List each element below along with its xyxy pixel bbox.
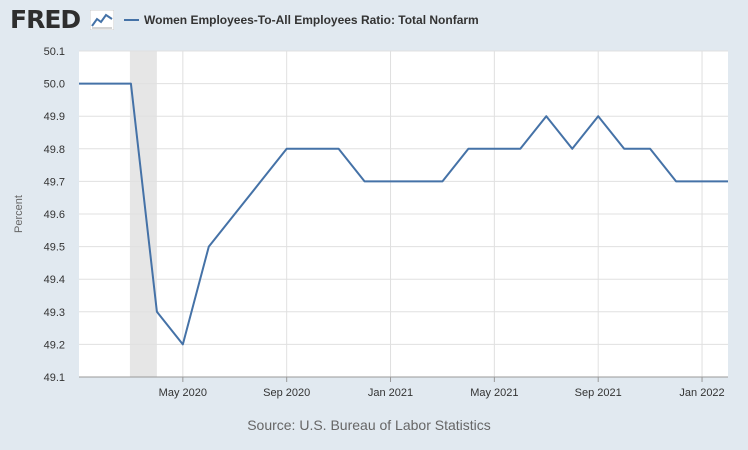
data-point[interactable] [439, 178, 445, 184]
data-point[interactable] [128, 81, 134, 87]
x-tick-label: Jan 2022 [679, 387, 724, 399]
x-axis-ticks: May 2020 Sep 2020 Jan 2021 May 2021 Sep 2021… [79, 376, 728, 399]
data-point[interactable] [180, 341, 186, 347]
data-point[interactable] [102, 81, 108, 87]
gridlines [79, 50, 728, 378]
y-tick-label: 49.7 [44, 176, 65, 188]
source-note: Source: U.S. Bureau of Labor Statistics [247, 417, 491, 433]
data-point[interactable] [362, 178, 368, 184]
y-tick-label: 49.3 [44, 307, 65, 319]
y-tick-label: 49.8 [44, 144, 65, 156]
line-chart[interactable]: 49.1 49.2 49.3 49.4 49.5 49.6 49.7 49.8 49.9 50.0… [0, 40, 748, 410]
data-point[interactable] [232, 211, 238, 217]
legend-swatch [124, 19, 139, 21]
x-tick-label: May 2021 [470, 387, 518, 399]
x-tick-label: May 2020 [159, 387, 207, 399]
legend-label: Women Employees-To-All Employees Ratio: … [144, 13, 479, 27]
data-point[interactable] [310, 146, 316, 152]
y-tick-label: 49.1 [44, 372, 65, 384]
data-point[interactable] [673, 178, 679, 184]
data-point[interactable] [388, 178, 394, 184]
data-point[interactable] [465, 146, 471, 152]
data-point[interactable] [206, 244, 212, 250]
data-point[interactable] [336, 146, 342, 152]
data-point[interactable] [413, 178, 419, 184]
data-point[interactable] [543, 113, 549, 119]
y-tick-label: 49.9 [44, 111, 65, 123]
data-point[interactable] [154, 309, 160, 315]
series-group [76, 81, 731, 347]
x-tick-label: Sep 2020 [263, 387, 310, 399]
legend[interactable]: Women Employees-To-All Employees Ratio: … [124, 10, 479, 30]
y-axis-ticks: 49.1 49.2 49.3 49.4 49.5 49.6 49.7 49.8 49.9 50.0… [44, 46, 65, 384]
data-point[interactable] [569, 146, 575, 152]
data-point[interactable] [621, 146, 627, 152]
fred-graph-icon [90, 10, 114, 30]
data-point[interactable] [595, 113, 601, 119]
data-point[interactable] [699, 178, 705, 184]
data-point[interactable] [517, 146, 523, 152]
x-tick-label: Jan 2021 [368, 387, 413, 399]
chart-header: FRED Women Employees-To-All Employees Ra… [0, 0, 748, 40]
x-tick-label: Sep 2021 [575, 387, 622, 399]
data-point[interactable] [725, 178, 731, 184]
y-tick-label: 50.0 [44, 79, 65, 91]
fred-logo: FRED [10, 5, 81, 34]
y-tick-label: 49.5 [44, 242, 65, 254]
data-point[interactable] [258, 178, 264, 184]
data-point[interactable] [284, 146, 290, 152]
y-tick-label: 50.1 [44, 46, 65, 58]
series-line[interactable] [79, 82, 728, 346]
data-point[interactable] [647, 146, 653, 152]
y-tick-label: 49.4 [44, 274, 65, 286]
data-point[interactable] [76, 81, 82, 87]
data-point[interactable] [491, 146, 497, 152]
y-tick-label: 49.2 [44, 339, 65, 351]
y-tick-label: 49.6 [44, 209, 65, 221]
y-axis-label: Percent [13, 195, 25, 233]
